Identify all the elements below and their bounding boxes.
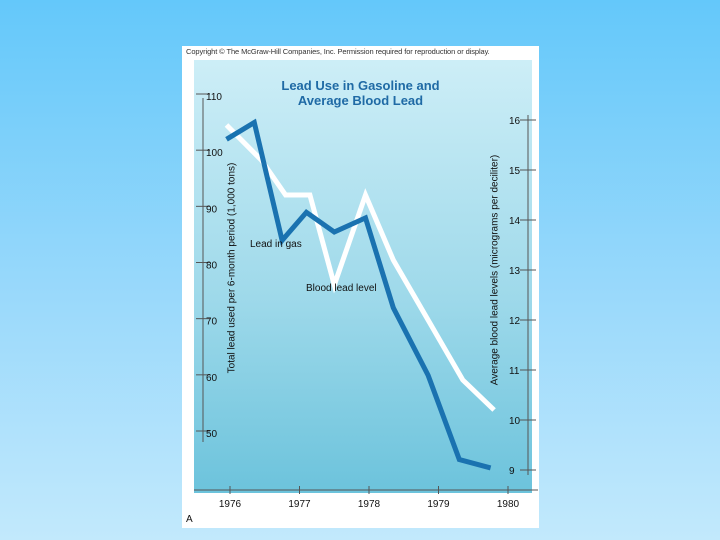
y-axis-right-label: Average blood lead levels (micrograms pe… xyxy=(489,154,501,386)
x-tick-label: 1978 xyxy=(358,499,381,510)
x-tick-label: 1980 xyxy=(497,499,520,510)
y-left-tick-label: 60 xyxy=(206,373,218,384)
y-right-tick-label: 11 xyxy=(509,366,520,377)
x-tick-label: 1979 xyxy=(427,499,450,510)
chart-title-line-1: Lead Use in Gasoline and xyxy=(281,78,440,93)
y-right-tick-label: 16 xyxy=(509,116,521,127)
panel-letter: A xyxy=(186,514,193,525)
y-left-tick-label: 90 xyxy=(206,204,218,215)
y-right-tick-label: 9 xyxy=(509,466,515,477)
y-right-tick-label: 14 xyxy=(509,216,521,227)
figure-card: Copyright © The McGraw-Hill Companies, I… xyxy=(182,46,539,528)
y-left-tick-label: 70 xyxy=(206,317,218,328)
y-left-tick-label: 100 xyxy=(206,148,223,159)
x-tick-label: 1977 xyxy=(288,499,311,510)
blood-lead-level-label: Blood lead level xyxy=(306,283,377,294)
copyright-notice: Copyright © The McGraw-Hill Companies, I… xyxy=(186,47,490,56)
blood-lead-level-line xyxy=(224,123,496,412)
y-left-tick-label: 80 xyxy=(206,261,218,272)
y-axis-left-label: Total lead used per 6-month period (1,00… xyxy=(226,162,238,374)
y-left-tick-label: 110 xyxy=(206,92,222,103)
chart-panel xyxy=(194,60,532,493)
lead-in-gas-line xyxy=(225,118,492,471)
x-tick-label: 1976 xyxy=(219,499,242,510)
y-left-tick-label: 50 xyxy=(206,429,218,440)
y-right-tick-label: 12 xyxy=(509,316,521,327)
y-right-tick-label: 13 xyxy=(509,266,521,277)
chart-title: Lead Use in Gasoline and Average Blood L… xyxy=(182,78,539,108)
chart-title-line-2: Average Blood Lead xyxy=(297,93,424,108)
lead-in-gas-label: Lead in gas xyxy=(250,239,302,250)
y-right-tick-label: 10 xyxy=(509,416,521,427)
y-right-tick-label: 15 xyxy=(509,166,521,177)
